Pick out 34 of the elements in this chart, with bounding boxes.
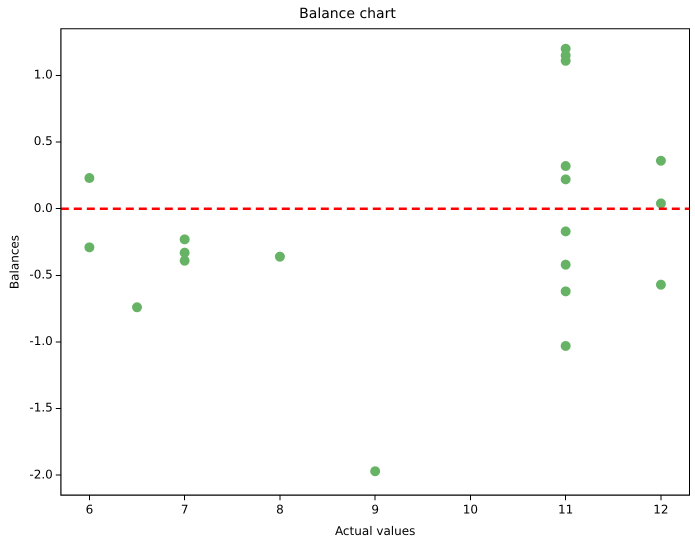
point <box>560 161 571 172</box>
y-tick-label: 0.0 <box>34 200 53 215</box>
x-tick-label: 12 <box>653 502 669 517</box>
point <box>560 340 571 351</box>
point <box>180 248 190 258</box>
point <box>274 252 285 262</box>
x-tick-label: 10 <box>462 502 478 517</box>
y-tick-label: 0.5 <box>34 134 53 148</box>
point <box>560 226 571 236</box>
point <box>656 156 666 166</box>
point <box>370 466 380 476</box>
point <box>180 256 190 266</box>
y-tick-label: -2.0 <box>29 467 53 482</box>
point <box>84 242 94 252</box>
point <box>560 286 571 296</box>
x-tick-label: 7 <box>180 502 188 517</box>
y-tick-label: -0.5 <box>29 267 53 282</box>
y-tick-label: 1.0 <box>34 68 53 82</box>
y-tick-label: -1.5 <box>29 400 53 415</box>
point <box>656 198 666 208</box>
point <box>180 234 190 244</box>
y-tick-label: -1.0 <box>29 334 53 348</box>
x-tick-label: 11 <box>558 502 574 517</box>
point <box>560 260 571 270</box>
point <box>84 173 94 184</box>
x-tick-label: 6 <box>86 502 94 517</box>
x-axis-title: Actual values <box>334 524 416 538</box>
y-axis-title: Balances <box>7 234 22 290</box>
point <box>132 302 142 312</box>
point <box>560 174 571 184</box>
chart-title: Balance chart <box>299 6 396 22</box>
point <box>656 280 666 290</box>
x-tick-label: 9 <box>371 502 379 517</box>
x-tick-label: 8 <box>276 502 284 517</box>
